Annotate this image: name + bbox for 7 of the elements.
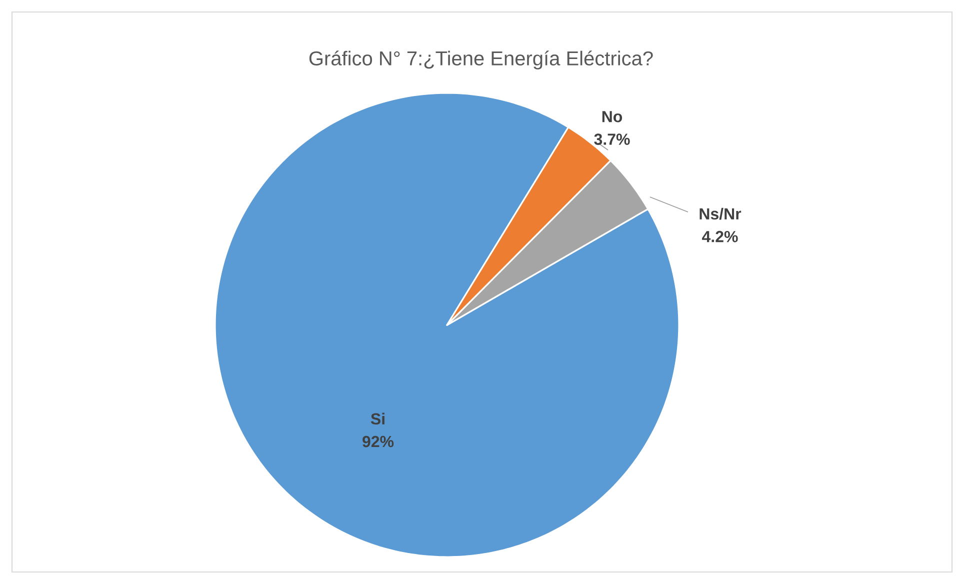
slice-label: No <box>602 111 622 122</box>
data-label: 4.2% <box>702 230 738 242</box>
data-label: 92% <box>362 436 394 448</box>
slice-label: Si <box>370 412 384 425</box>
slice-label: Ns/Nr <box>700 208 742 220</box>
data-label: 3.7% <box>594 134 630 145</box>
chart-title: Gráfico N° 7:¿Tiene Energía Eléctrica? <box>309 50 653 70</box>
